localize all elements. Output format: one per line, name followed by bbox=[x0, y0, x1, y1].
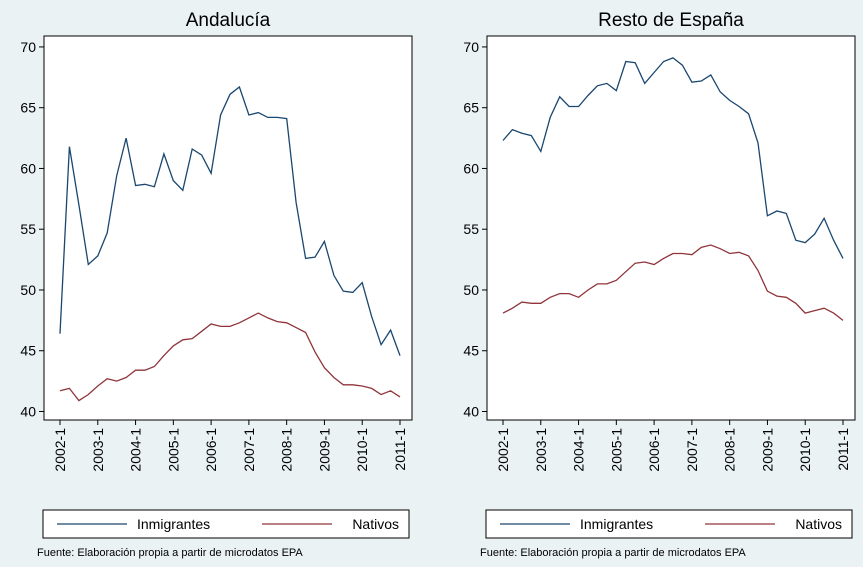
y-tick-label: 65 bbox=[463, 100, 479, 116]
legend-label: Inmigrantes bbox=[137, 516, 210, 532]
y-tick-label: 40 bbox=[20, 403, 36, 419]
y-tick-label: 50 bbox=[463, 282, 479, 298]
x-tick-label: 2005-1 bbox=[608, 428, 624, 472]
chart-title: Resto de España bbox=[598, 10, 744, 31]
x-tick-label: 2009-1 bbox=[759, 428, 775, 472]
x-tick-label: 2008-1 bbox=[279, 428, 295, 472]
y-tick-label: 60 bbox=[463, 160, 479, 176]
x-tick-label: 2006-1 bbox=[203, 428, 219, 472]
x-tick-label: 2004-1 bbox=[571, 428, 587, 472]
x-tick-label: 2007-1 bbox=[684, 428, 700, 472]
x-tick-label: 2009-1 bbox=[316, 428, 332, 472]
x-tick-label: 2004-1 bbox=[128, 428, 144, 472]
source-note: Fuente: Elaboración propia a partir de m… bbox=[37, 547, 303, 559]
y-tick-label: 55 bbox=[20, 221, 36, 237]
legend-label: Inmigrantes bbox=[580, 516, 653, 532]
series-line bbox=[502, 244, 844, 321]
chart-title: Andalucía bbox=[186, 10, 271, 31]
x-tick-label: 2008-1 bbox=[722, 428, 738, 472]
y-tick-label: 70 bbox=[20, 39, 36, 55]
y-tick-label: 60 bbox=[20, 160, 36, 176]
x-tick-label: 2003-1 bbox=[90, 428, 106, 472]
x-tick-label: 2010-1 bbox=[797, 428, 813, 472]
plot-area bbox=[43, 35, 413, 421]
series-line bbox=[59, 85, 401, 356]
x-tick-label: 2011-1 bbox=[392, 428, 408, 471]
series-line bbox=[502, 57, 844, 259]
x-tick-label: 2010-1 bbox=[354, 428, 370, 472]
y-tick-label: 50 bbox=[20, 282, 36, 298]
x-tick-label: 2007-1 bbox=[241, 428, 257, 472]
x-tick-label: 2002-1 bbox=[52, 428, 68, 472]
source-note: Fuente: Elaboración propia a partir de m… bbox=[480, 547, 746, 559]
y-tick-label: 40 bbox=[463, 403, 479, 419]
series-line bbox=[59, 312, 401, 402]
legend-label: Nativos bbox=[352, 516, 399, 532]
y-tick-label: 70 bbox=[463, 39, 479, 55]
x-tick-label: 2005-1 bbox=[165, 428, 181, 472]
y-tick-label: 45 bbox=[20, 343, 36, 359]
y-tick-label: 55 bbox=[463, 221, 479, 237]
legend-label: Nativos bbox=[795, 516, 842, 532]
x-tick-label: 2006-1 bbox=[646, 428, 662, 472]
y-tick-label: 65 bbox=[20, 100, 36, 116]
x-tick-label: 2002-1 bbox=[495, 428, 511, 472]
y-tick-label: 45 bbox=[463, 343, 479, 359]
x-tick-label: 2003-1 bbox=[533, 428, 549, 472]
plot-area bbox=[486, 35, 856, 421]
x-tick-label: 2011-1 bbox=[835, 428, 851, 471]
